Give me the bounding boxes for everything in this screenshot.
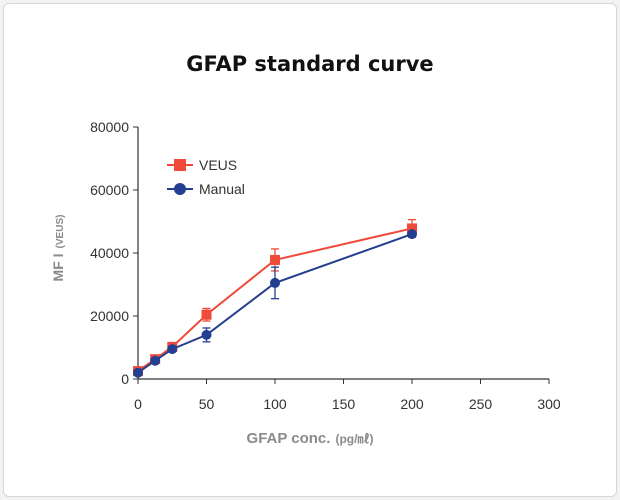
x-axis-label-text: GFAP conc.: [247, 430, 331, 447]
y-tick-label: 20000: [90, 308, 129, 324]
x-tick-label: 300: [537, 396, 561, 412]
data-point-manual: [133, 367, 143, 378]
chart-title: GFAP standard curve: [186, 52, 434, 76]
legend-label-veus: VEUS: [199, 157, 237, 173]
x-tick-label: 150: [332, 396, 356, 412]
data-point-manual: [201, 329, 212, 340]
y-tick-label: 40000: [90, 245, 129, 261]
x-tick-label: 250: [469, 396, 493, 412]
legend-label-manual: Manual: [199, 181, 245, 197]
data-point-manual: [270, 277, 280, 288]
x-tick-label: 200: [400, 396, 424, 412]
y-axis-label: MF I (VEUS): [50, 215, 66, 282]
x-tick-label: 0: [134, 396, 142, 412]
data-point-manual: [150, 355, 161, 366]
y-axis-label-text: MF I: [50, 253, 66, 281]
x-axis-unit: (pg/㎖): [335, 431, 373, 446]
data-point-veus: [270, 254, 280, 265]
data-point-veus: [407, 223, 417, 234]
x-axis-label: GFAP conc. (pg/㎖): [247, 430, 374, 447]
y-axis-unit: (VEUS): [55, 215, 66, 249]
x-tick-label: 50: [199, 396, 215, 412]
y-tick-label: 0: [121, 371, 129, 387]
legend-marker-manual: [174, 183, 186, 195]
y-tick-label: 80000: [90, 119, 129, 135]
data-point-manual: [167, 344, 178, 355]
data-point-veus: [201, 309, 212, 320]
data-point-manual: [407, 229, 417, 240]
chart-card: [3, 3, 617, 497]
y-tick-label: 60000: [90, 182, 129, 198]
legend-marker-veus: [174, 159, 186, 171]
x-tick-label: 100: [263, 396, 287, 412]
